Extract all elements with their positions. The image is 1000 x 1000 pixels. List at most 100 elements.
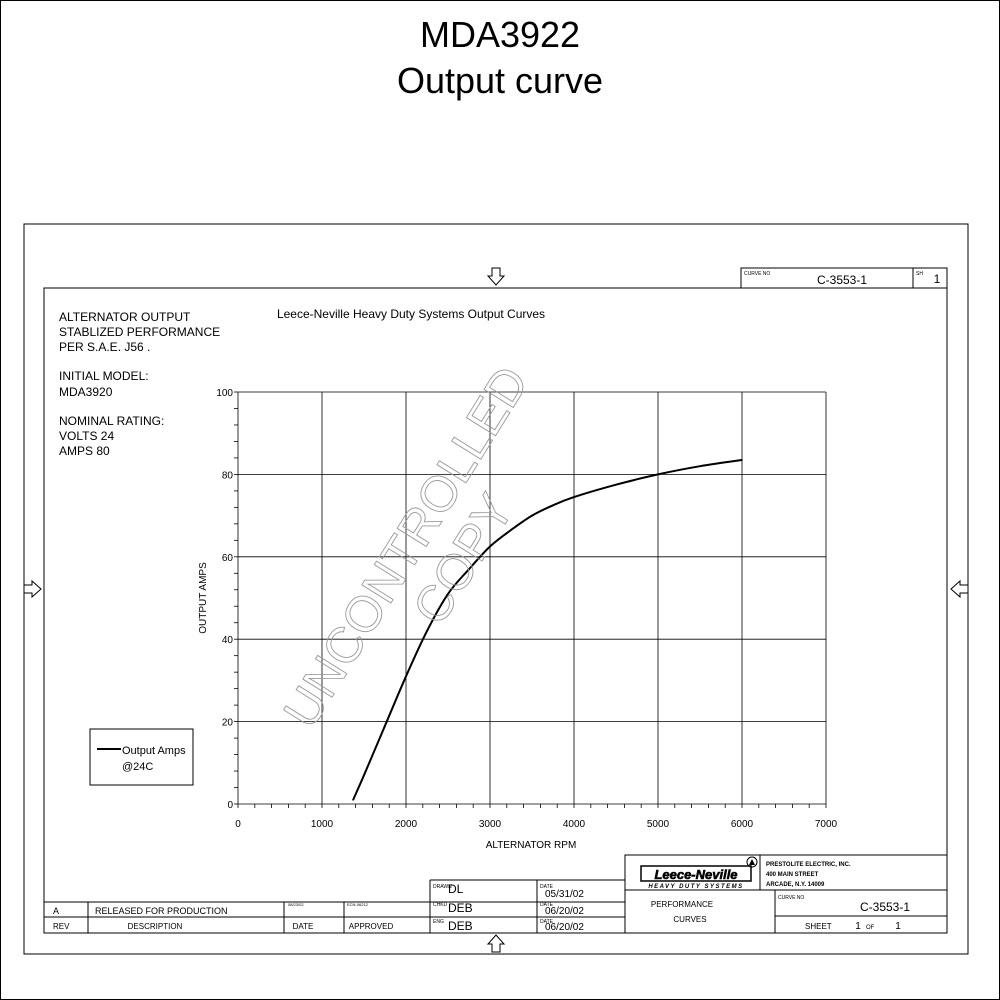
drawn-by: DL	[448, 882, 464, 896]
x-axis-label: ALTERNATOR RPM	[486, 840, 577, 851]
info-line: AMPS 80	[59, 444, 110, 458]
x-tick-label: 7000	[815, 819, 838, 830]
y-tick-labels: 0 20 40 60 80 100	[216, 388, 233, 811]
engineer-by: DEB	[448, 919, 473, 933]
sheet-label: SH	[916, 271, 923, 277]
engineer-date-label: DATE	[540, 919, 554, 925]
page-title: MDA3922	[419, 14, 581, 55]
series-data-point	[699, 465, 701, 467]
info-block: ALTERNATOR OUTPUT STABLIZED PERFORMANCE …	[59, 310, 220, 458]
chart-grid	[237, 391, 827, 805]
approved-header: APPROVED	[349, 922, 394, 931]
chart-legend: Output Amps @24C	[89, 728, 194, 786]
rev-approved: ECN-06212	[347, 902, 369, 907]
output-amps-series-line	[352, 459, 743, 801]
series-data-point	[447, 593, 449, 595]
series-data-point	[426, 630, 428, 632]
series-data-point	[615, 483, 617, 486]
series-data-point	[657, 473, 659, 476]
checked-date: 06/20/02	[545, 906, 584, 917]
rev-date: 08/23/02	[288, 902, 304, 907]
info-line: PER S.A.E. J56 .	[59, 340, 150, 354]
series-data-point	[552, 504, 554, 507]
page-subtitle: Output curve	[396, 60, 604, 101]
curve-no-value: C-3553-1	[817, 273, 867, 287]
info-line: VOLTS 24	[59, 429, 114, 443]
sheet-label-bottom: SHEET	[805, 922, 832, 931]
series-data-point	[489, 545, 491, 548]
info-line: ALTERNATOR OUTPUT	[59, 310, 191, 324]
sheet-inner-border	[43, 287, 948, 934]
drawn-date: 05/31/02	[545, 889, 584, 900]
series-data-point	[531, 514, 533, 517]
right-center-arrow-icon	[950, 579, 969, 599]
legend-label: @24C	[122, 761, 153, 773]
engineer-label: ENG	[433, 919, 444, 925]
uncontrolled-copy-watermark: UNCONTROLLED COPY	[272, 356, 540, 738]
info-line: INITIAL MODEL:	[59, 369, 149, 383]
title-block	[44, 854, 948, 934]
drawn-label: DRAWN	[433, 884, 452, 890]
y-tick-label: 0	[227, 800, 233, 811]
date-header: DATE	[293, 922, 314, 931]
chart-axis-ticks	[234, 391, 827, 808]
curve-number-header: CURVE NO C-3553-1 SH 1	[740, 267, 948, 289]
logo-subtext: HEAVY DUTY SYSTEMS	[648, 884, 743, 890]
chart-title: Leece-Neville Heavy Duty Systems Output …	[277, 307, 545, 321]
x-tick-labels: 0 1000 2000 3000 4000 5000 6000 7000	[235, 819, 837, 830]
top-center-arrow-icon	[486, 267, 506, 286]
x-tick-label: 0	[235, 819, 241, 830]
sheet-number: 1	[855, 921, 861, 932]
engineer-date: 06/20/02	[545, 922, 584, 933]
info-line: STABLIZED PERFORMANCE	[59, 325, 220, 339]
info-line: MDA3920	[59, 385, 113, 399]
checked-date-label: DATE	[540, 902, 554, 908]
title-block-text: A RELEASED FOR PRODUCTION 08/23/02 ECN-0…	[53, 856, 910, 933]
y-axis-label: OUTPUT AMPS	[198, 562, 209, 634]
y-tick-label: 60	[222, 553, 234, 564]
info-line: NOMINAL RATING:	[59, 414, 164, 428]
rev-value: A	[53, 906, 59, 916]
rev-description: RELEASED FOR PRODUCTION	[95, 906, 228, 916]
x-tick-label: 5000	[647, 819, 670, 830]
series-data-point	[405, 675, 407, 678]
legend-label: Output Amps	[122, 745, 186, 757]
y-tick-label: 20	[222, 718, 234, 729]
bottom-center-arrow-icon	[486, 934, 506, 953]
curve-no-label-bottom: CURVE NO	[778, 895, 804, 901]
company-name: PRESTOLITE ELECTRIC, INC.	[766, 862, 851, 868]
company-city: ARCADE, N.Y. 14009	[766, 882, 825, 888]
of-label: OF	[866, 925, 875, 931]
performance-label: PERFORMANCE	[651, 900, 713, 909]
x-tick-label: 3000	[479, 819, 502, 830]
x-tick-label: 1000	[311, 819, 334, 830]
x-tick-label: 6000	[731, 819, 754, 830]
sheet-value: 1	[934, 272, 941, 286]
series-data-point	[384, 724, 386, 727]
leece-neville-logo: Leece-Neville HEAVY DUTY SYSTEMS	[640, 856, 758, 890]
company-address: 400 MAIN STREET	[766, 872, 819, 878]
checked-by: DEB	[448, 901, 473, 915]
output-amps-series-points	[352, 459, 743, 801]
series-data-point	[352, 799, 354, 801]
description-header: DESCRIPTION	[128, 922, 183, 931]
series-data-point	[573, 496, 575, 498]
x-tick-label: 2000	[395, 819, 418, 830]
curves-label: CURVES	[673, 915, 706, 924]
rev-header: REV	[53, 922, 70, 931]
drawn-date-label: DATE	[540, 884, 554, 890]
x-tick-label: 4000	[563, 819, 586, 830]
logo-emblem-mark	[749, 859, 755, 865]
y-tick-label: 40	[222, 635, 234, 646]
series-data-point	[510, 529, 512, 531]
left-center-arrow-icon	[23, 579, 42, 599]
series-data-point	[363, 774, 365, 776]
series-data-point	[741, 459, 743, 461]
y-tick-label: 100	[216, 388, 233, 399]
series-data-point	[468, 568, 470, 570]
checked-label: CHKD	[433, 902, 448, 908]
logo-text: Leece-Neville	[654, 867, 737, 882]
curve-no-label: CURVE NO	[744, 271, 770, 277]
sheet-total: 1	[895, 921, 901, 932]
